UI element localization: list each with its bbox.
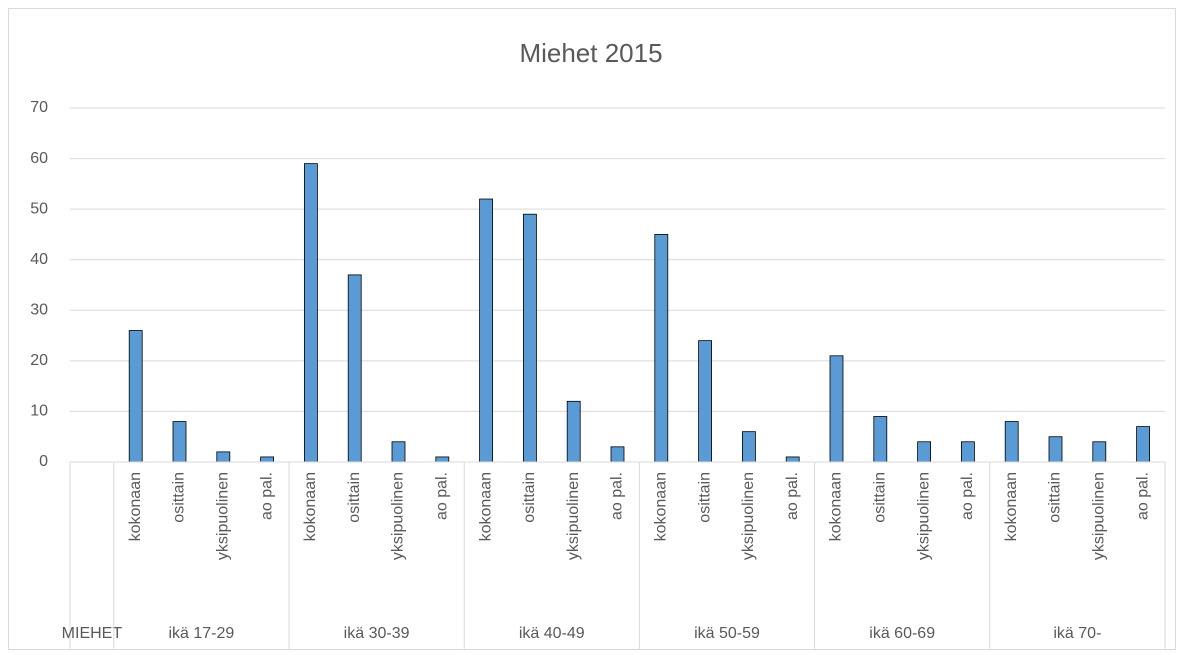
y-tick-label: 30 (30, 302, 48, 319)
bar (435, 456, 450, 463)
bar (391, 441, 406, 463)
x-tick-label: ao pal. (434, 472, 451, 520)
bar (742, 431, 756, 463)
group-label: ikä 70- (1053, 625, 1101, 642)
x-tick-label: kokonaan (477, 472, 494, 541)
chart-title: Miehet 2015 (519, 38, 662, 68)
bar (128, 330, 143, 463)
y-tick-label: 70 (30, 99, 48, 116)
group-label: ikä 60-69 (869, 625, 935, 642)
y-tick-label: 0 (39, 453, 48, 470)
x-tick-label: kokonaan (302, 472, 319, 541)
x-tick-label: yksipuolinen (215, 472, 232, 560)
x-tick-label: ao pal. (1134, 472, 1151, 520)
x-tick-label: osittain (521, 472, 538, 523)
y-tick-label: 60 (30, 150, 48, 167)
group-label: ikä 17-29 (168, 625, 234, 642)
x-tick-label: yksipuolinen (565, 472, 582, 560)
x-tick-label: yksipuolinen (390, 472, 407, 560)
bar (172, 421, 187, 463)
bar (216, 451, 231, 463)
bar (917, 441, 931, 463)
bar (1048, 436, 1063, 463)
bar (698, 340, 712, 463)
x-tick-label: kokonaan (127, 472, 144, 541)
bar (873, 416, 888, 463)
x-tick-label: kokonaan (1003, 472, 1020, 541)
y-tick-label: 50 (30, 200, 48, 217)
bar (829, 355, 844, 463)
group-label: MIEHET (62, 625, 123, 642)
bar (1092, 441, 1107, 463)
chart-border (8, 8, 1176, 650)
bar (1004, 421, 1019, 463)
x-tick-label: osittain (346, 472, 363, 523)
x-tick-label: kokonaan (653, 472, 670, 541)
x-tick-label: ao pal. (609, 472, 626, 520)
bar (961, 441, 975, 463)
bar (1136, 426, 1150, 463)
group-label: ikä 50-59 (694, 625, 760, 642)
bar (303, 163, 318, 463)
bar (347, 274, 362, 463)
group-label: ikä 30-39 (344, 625, 410, 642)
x-tick-label: osittain (696, 472, 713, 523)
x-tick-label: ao pal. (258, 472, 275, 520)
bar (479, 198, 494, 463)
bar (785, 456, 800, 463)
x-tick-label: yksipuolinen (915, 472, 932, 560)
bar (523, 213, 537, 463)
x-tick-label: yksipuolinen (740, 472, 757, 560)
y-tick-label: 40 (30, 251, 48, 268)
bar (566, 400, 581, 463)
x-tick-label: osittain (872, 472, 889, 523)
x-tick-label: kokonaan (828, 472, 845, 541)
x-tick-label: ao pal. (784, 472, 801, 520)
bar (654, 234, 669, 463)
bar (260, 456, 275, 463)
group-label: ikä 40-49 (519, 625, 585, 642)
x-tick-label: osittain (171, 472, 188, 523)
x-tick-label: osittain (1047, 472, 1064, 523)
bar (610, 446, 625, 463)
y-tick-label: 20 (30, 352, 48, 369)
x-tick-label: ao pal. (959, 472, 976, 520)
x-tick-label: yksipuolinen (1091, 472, 1108, 560)
y-tick-label: 10 (30, 403, 48, 420)
